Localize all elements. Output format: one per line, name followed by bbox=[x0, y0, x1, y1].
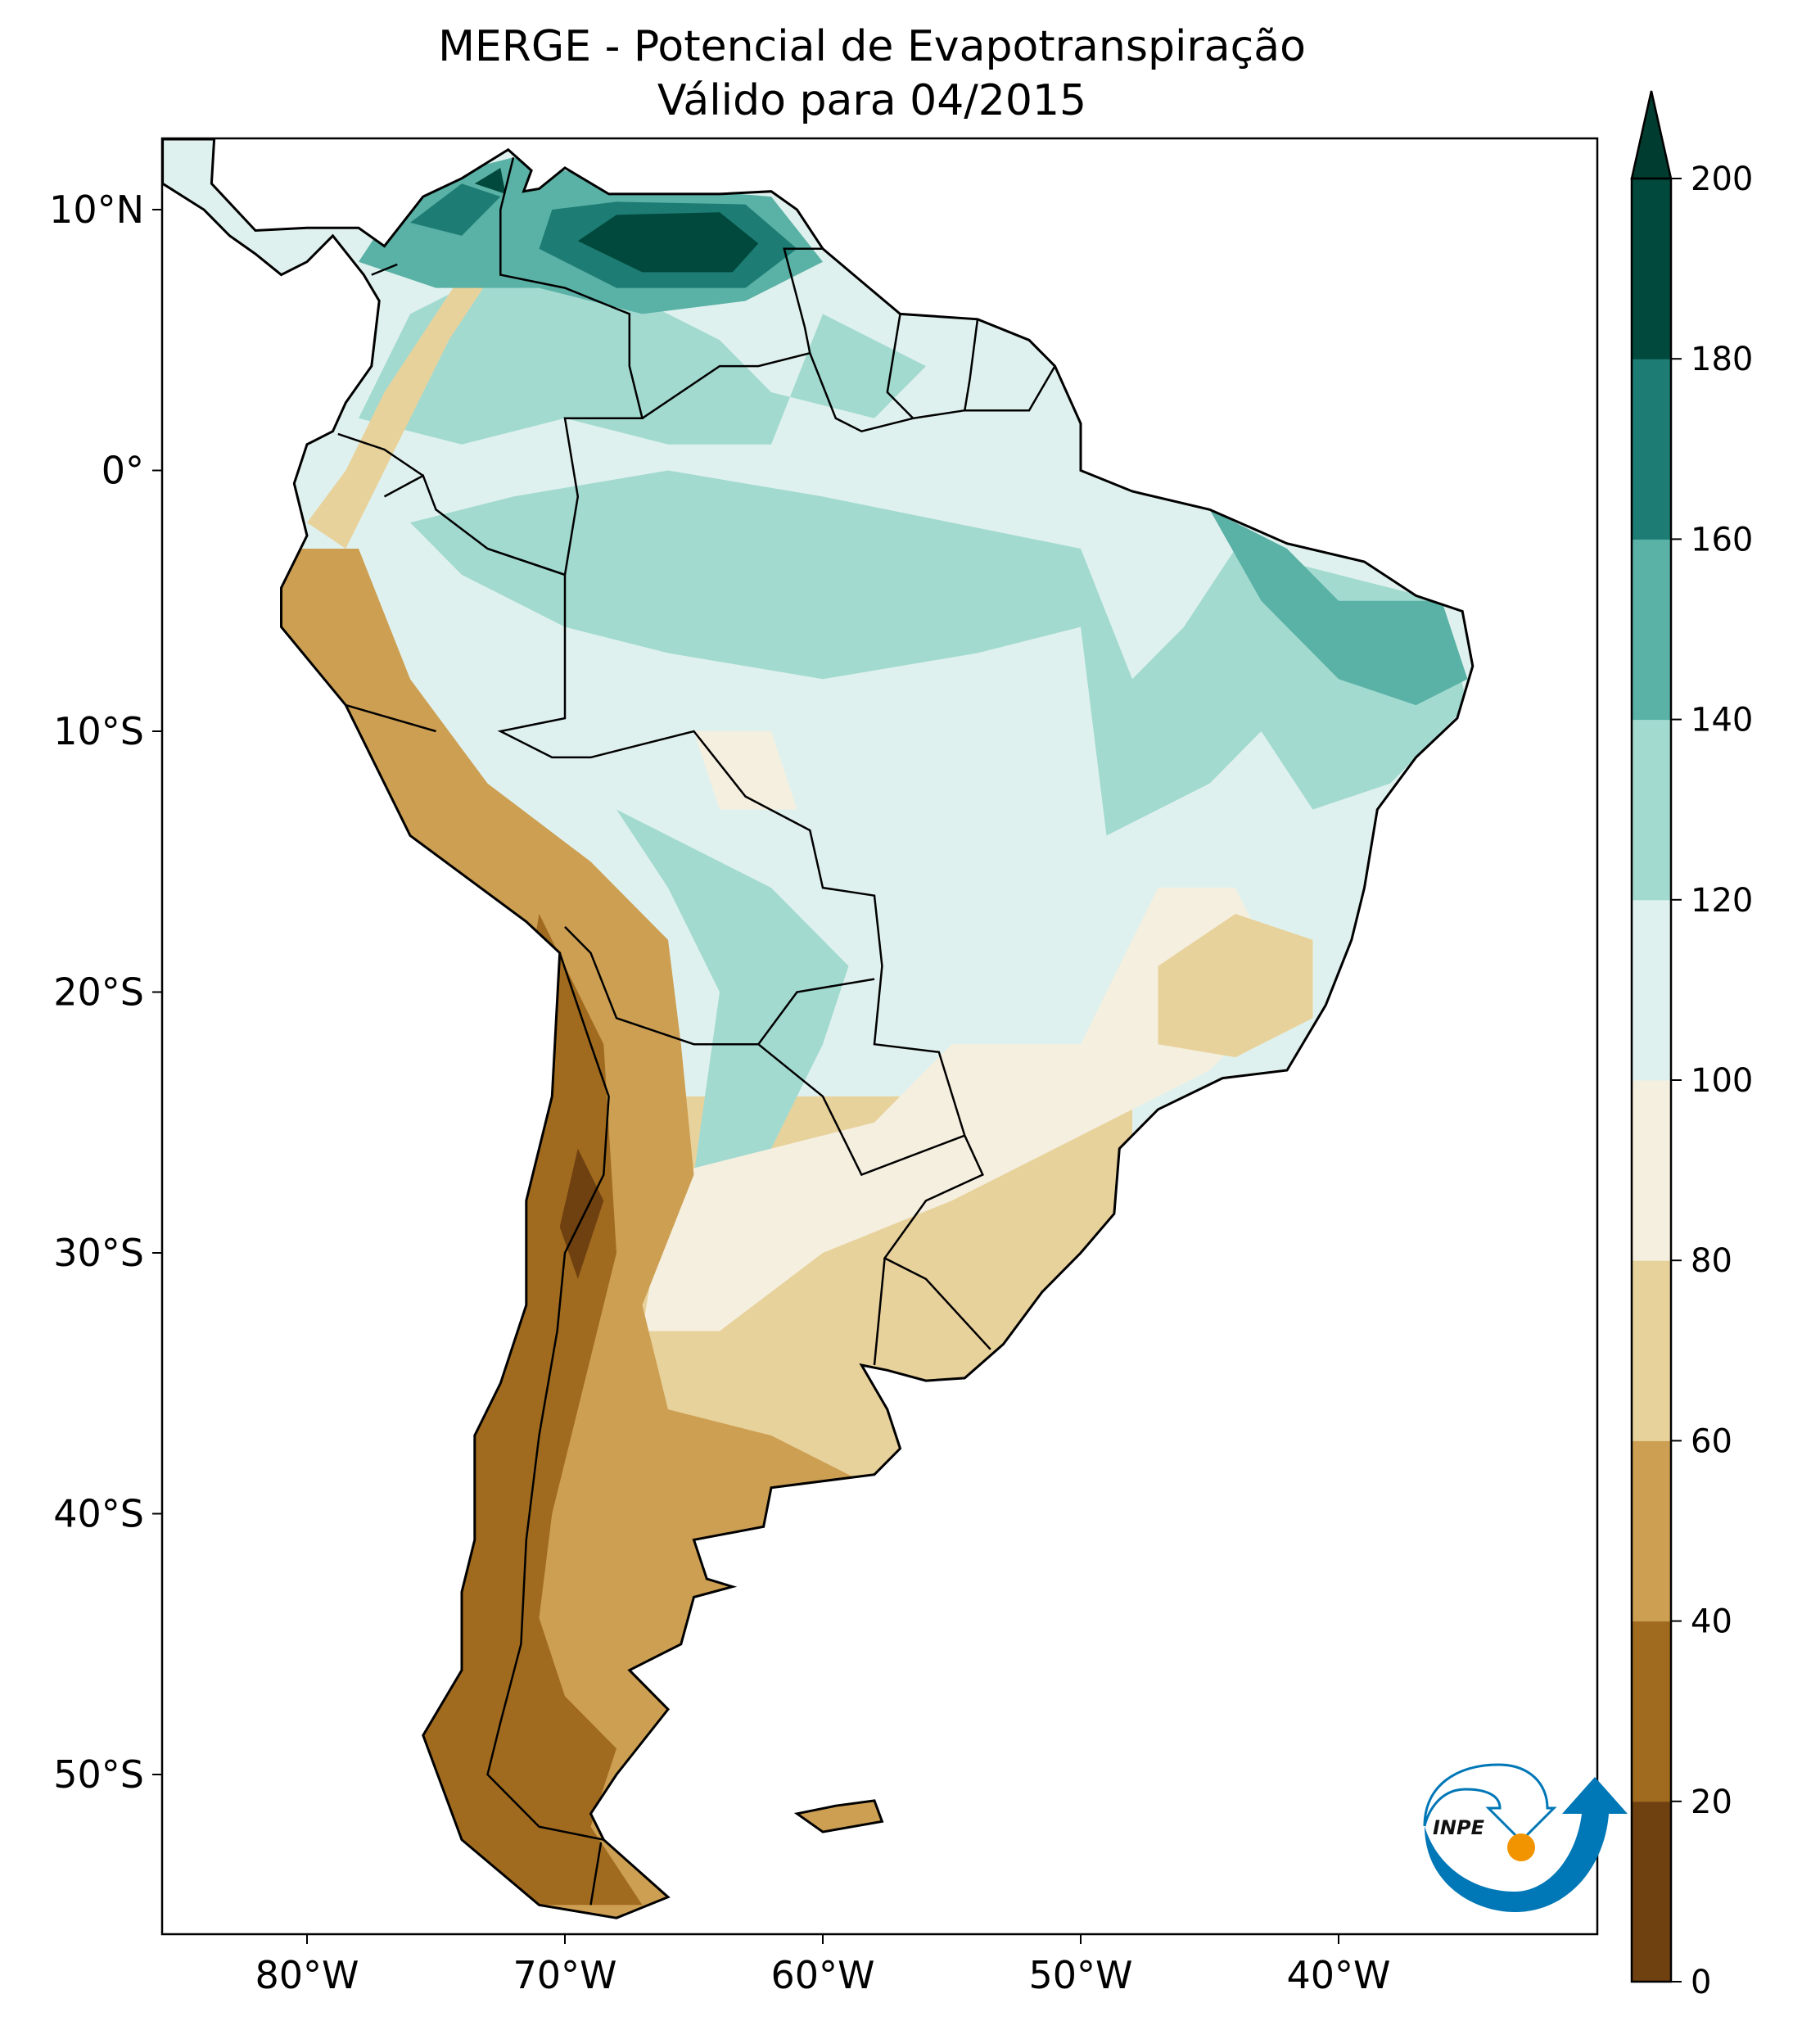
fill-120-140-chaco bbox=[616, 809, 849, 1175]
fill-120-140-amazon bbox=[410, 470, 1468, 836]
colorbar-tick-label: 40 bbox=[1691, 1603, 1732, 1641]
fill-60-80-minas bbox=[1158, 914, 1313, 1058]
country-border bbox=[487, 547, 991, 1350]
colorbar-extend-arrow bbox=[1630, 90, 1673, 180]
lon-tick-label: 80°W bbox=[255, 1953, 359, 1997]
fill-180-200 bbox=[577, 212, 759, 273]
colorbar-segment bbox=[1632, 359, 1671, 540]
longitude-ticks: 80°W 70°W 60°W 50°W 40°W bbox=[255, 1934, 1391, 1997]
colorbar-segment bbox=[1632, 1440, 1671, 1622]
fill-100-120 bbox=[162, 139, 1473, 1919]
lat-tick-label: 50°S bbox=[53, 1752, 144, 1797]
country-border bbox=[589, 1842, 603, 1906]
colorbar-segment bbox=[1632, 1080, 1671, 1261]
colorbar-segment bbox=[1632, 539, 1671, 721]
lon-tick-label: 70°W bbox=[513, 1953, 616, 1997]
lon-tick-label: 60°W bbox=[770, 1953, 874, 1997]
colorbar-segment bbox=[1632, 1260, 1671, 1441]
logo-sun bbox=[1507, 1833, 1535, 1861]
fill-80-100-rondonia bbox=[693, 731, 797, 810]
lat-tick-label: 30°S bbox=[53, 1231, 144, 1275]
fill-120-140-north bbox=[359, 261, 926, 445]
map-frame bbox=[160, 137, 1599, 1936]
colorbar-segment bbox=[1632, 719, 1671, 901]
colorbar-tick-label: 140 bbox=[1691, 702, 1753, 739]
colorbar-segment bbox=[1632, 899, 1671, 1081]
country-border bbox=[757, 1043, 965, 1177]
country-border bbox=[383, 474, 566, 576]
colorbar-tick-label: 20 bbox=[1691, 1784, 1732, 1821]
colorbar-tick-label: 80 bbox=[1691, 1242, 1732, 1280]
title-line-1: MERGE - Potencial de Evapotranspiração bbox=[438, 22, 1306, 71]
colorbar-segment bbox=[1632, 1801, 1671, 1983]
country-border bbox=[886, 314, 915, 419]
colorbar-tick-label: 180 bbox=[1691, 341, 1753, 378]
inpe-logo: INPE bbox=[1423, 1763, 1628, 1912]
lat-tick-label: 0° bbox=[102, 449, 144, 493]
colorbar: 0 20 40 60 80 100 120 140 160 180 200 bbox=[1630, 90, 1753, 2001]
colorbar-tick-label: 160 bbox=[1691, 521, 1753, 558]
colorbar-tick-label: 60 bbox=[1691, 1422, 1732, 1460]
country-border bbox=[345, 703, 436, 733]
country-border bbox=[964, 319, 979, 411]
lat-tick-label: 10°N bbox=[49, 188, 144, 232]
fill-60-80-andes-north bbox=[307, 235, 501, 549]
lat-tick-label: 10°S bbox=[53, 709, 144, 753]
fill-0-20 bbox=[559, 1148, 604, 1279]
colorbar-segment bbox=[1632, 1621, 1671, 1802]
title-line-2: Válido para 04/2015 bbox=[657, 76, 1086, 125]
colorbar-segment bbox=[1632, 179, 1671, 359]
lon-tick-label: 40°W bbox=[1286, 1953, 1390, 1997]
falkland-islands bbox=[793, 1799, 884, 1833]
country-borders bbox=[337, 157, 1056, 1906]
fill-80-100 bbox=[642, 888, 1287, 1331]
lon-tick-label: 50°W bbox=[1028, 1953, 1132, 1997]
logo-text: INPE bbox=[1433, 1816, 1485, 1839]
lat-tick-label: 40°S bbox=[53, 1492, 144, 1536]
coastline bbox=[162, 138, 1475, 1919]
lat-tick-label: 20°S bbox=[53, 970, 144, 1015]
logo-arrow-outline bbox=[1423, 1763, 1557, 1843]
fill-160-180-caribe bbox=[474, 168, 506, 194]
map-area bbox=[162, 138, 1475, 1919]
fill-160-180-colombia bbox=[410, 183, 501, 236]
country-border bbox=[564, 926, 875, 1046]
colorbar-tick-label: 0 bbox=[1691, 1964, 1711, 2001]
latitude-ticks: 10°N 0° 10°S 20°S 30°S 40°S 50°S bbox=[49, 188, 162, 1797]
colorbar-tick-label: 200 bbox=[1691, 161, 1753, 198]
colorbar-tick-label: 100 bbox=[1691, 1062, 1753, 1100]
country-border bbox=[873, 1258, 886, 1366]
country-border bbox=[337, 432, 424, 477]
contour-fills bbox=[162, 139, 1473, 1919]
country-border bbox=[371, 263, 398, 276]
fill-140-160-ne bbox=[1209, 509, 1468, 706]
colorbar-tick-label: 120 bbox=[1691, 882, 1753, 920]
logo-swoosh bbox=[1425, 1777, 1628, 1912]
country-border bbox=[499, 157, 644, 576]
country-border bbox=[486, 952, 610, 1841]
